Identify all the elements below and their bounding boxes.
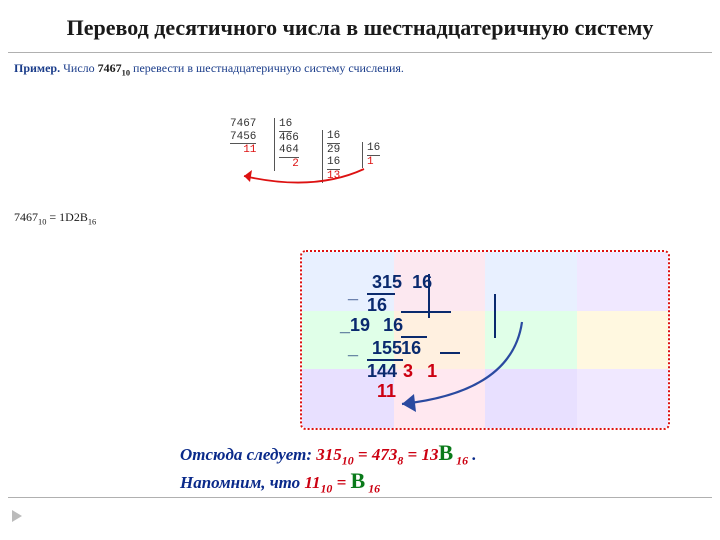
ld2-r3: _19 16	[362, 315, 468, 336]
corner-arrow-icon	[12, 510, 22, 522]
example-rest: перевести в шестнадцатеричную систему сч…	[133, 61, 404, 75]
example-number-value: 7467	[98, 61, 122, 75]
result-equation: 746710 = 1D2B16	[14, 210, 96, 226]
bottom-conclusion: Отсюда следует: 31510 = 4738 = 13B 16 . …	[180, 440, 700, 497]
bottom-line1-label: Отсюда следует:	[180, 445, 312, 464]
bottom-line2: Напомним, что 1110 = B 16	[180, 468, 700, 496]
long-division-2: _315 16 16 _19 16 _155 16 144 3 1 11	[362, 272, 468, 402]
example-line: Пример. Число 746710 перевести в шестнад…	[0, 55, 720, 79]
ld1-c3-q: 29	[327, 144, 340, 157]
bottom-line2-label: Напомним, что	[180, 473, 300, 492]
result-rhs: 1D2B	[59, 210, 88, 224]
divider-bottom	[8, 497, 712, 498]
example-number: 746710	[98, 61, 133, 75]
ld2-r5: 144 3 1	[362, 359, 468, 382]
ld1-c1-a: 7467	[230, 118, 256, 131]
example-number-base: 10	[122, 68, 130, 77]
result-rhs-base: 16	[88, 217, 96, 226]
ld1-c2-q: 466	[279, 132, 299, 145]
result-lhs-base: 10	[38, 217, 46, 226]
curved-arrow-1	[234, 164, 374, 194]
ld1-c1-b: 7456	[230, 131, 256, 145]
bottom-line1: Отсюда следует: 31510 = 4738 = 13B 16 .	[180, 440, 700, 468]
ld1-c3-d: 16	[327, 130, 340, 144]
ld2-r2: 16	[362, 293, 468, 316]
page-title: Перевод десятичного числа в шестнадцатер…	[0, 0, 720, 50]
ld1-c2-d: 16	[279, 118, 292, 132]
ld1-col1: 7467 7456 11	[230, 118, 256, 157]
example-word: Число	[63, 61, 95, 75]
result-lhs: 7467	[14, 210, 38, 224]
ld2-r1: _315 16	[362, 272, 468, 293]
ld1-c4-d: 16	[367, 142, 380, 156]
divider-top	[8, 52, 712, 53]
ld1-c1-r: 11	[230, 144, 256, 157]
panel2-content: _315 16 16 _19 16 _155 16 144 3 1 11	[302, 252, 668, 428]
ld2-r4: _155 16	[362, 336, 468, 359]
ld1-col2: 16 466 464 2	[274, 118, 299, 171]
example-panel-2: _315 16 16 _19 16 _155 16 144 3 1 11	[300, 250, 670, 430]
result-eq: =	[49, 210, 56, 224]
ld2-r6: 11	[362, 381, 468, 402]
ld1-c2-b: 464	[279, 144, 299, 158]
example-label: Пример.	[14, 61, 60, 75]
